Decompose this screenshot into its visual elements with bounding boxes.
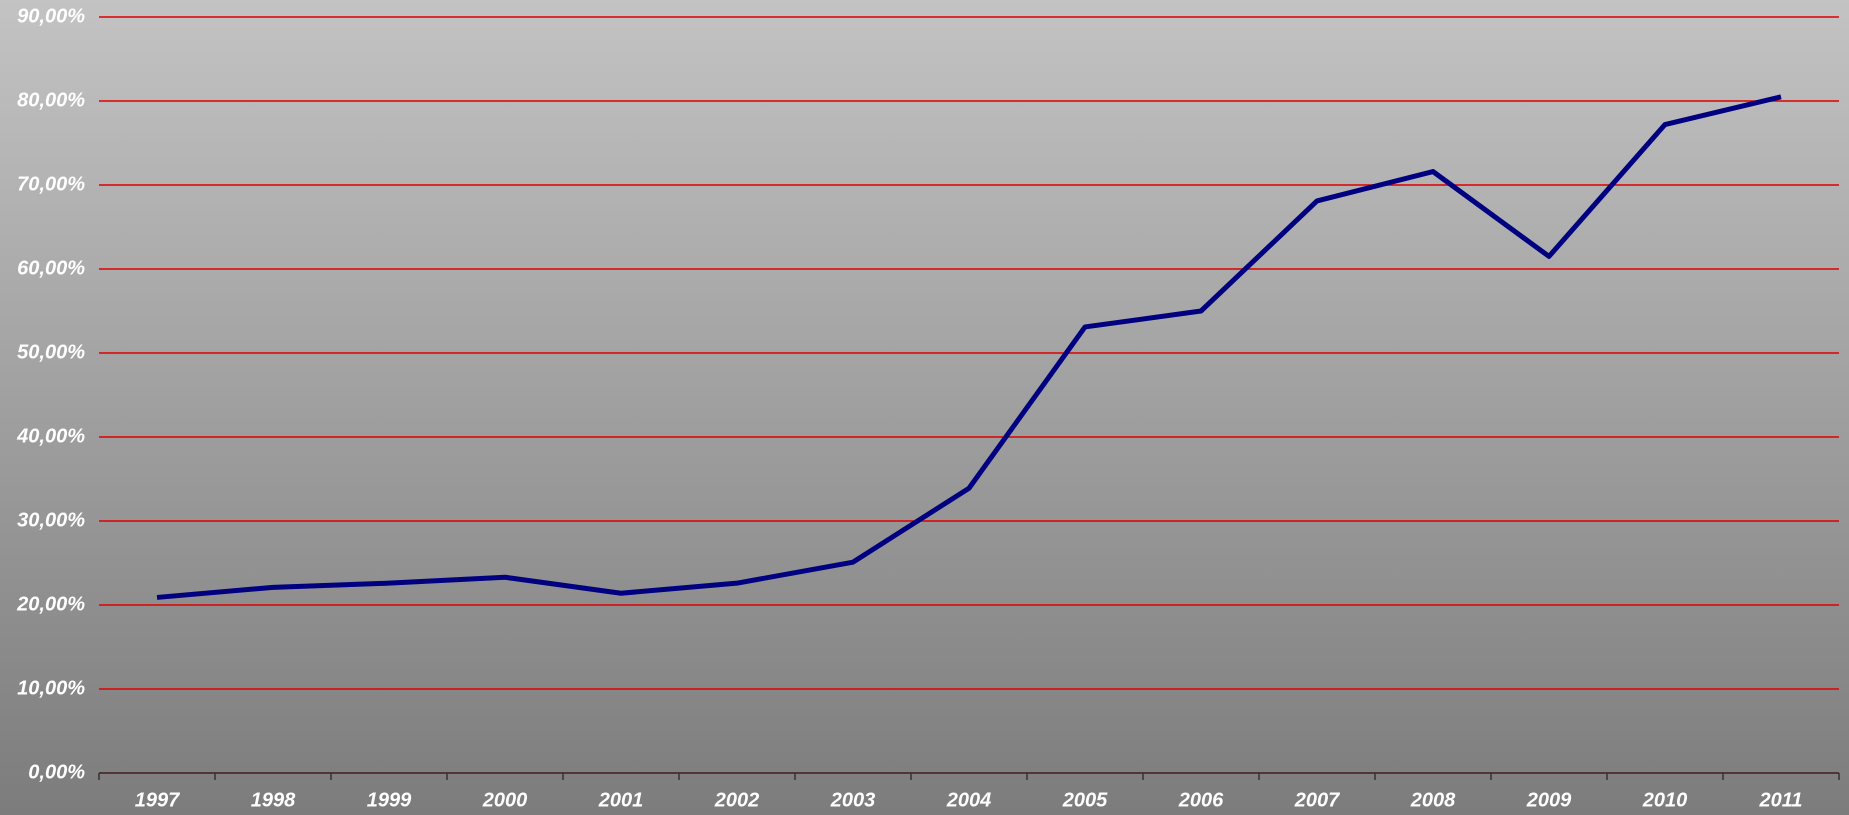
x-tick-label: 2008	[1410, 789, 1456, 811]
y-tick-label: 90,00%	[17, 5, 85, 27]
x-tick-label: 1997	[135, 789, 180, 811]
x-tick-label: 2005	[1062, 789, 1108, 811]
y-tick-label: 80,00%	[17, 89, 85, 111]
x-tick-label: 2010	[1642, 789, 1688, 811]
y-tick-label: 0,00%	[28, 761, 85, 783]
data-line	[156, 94, 1782, 600]
x-tick-label: 2002	[714, 789, 760, 811]
y-tick-label: 50,00%	[17, 341, 85, 363]
x-tick-label: 1998	[251, 789, 296, 811]
y-tick-label: 70,00%	[17, 173, 85, 195]
x-tick-label: 1999	[367, 789, 412, 811]
y-tick-label: 30,00%	[17, 509, 85, 531]
x-tick-label: 2000	[482, 789, 528, 811]
x-tick-label: 2006	[1178, 789, 1224, 811]
y-tick-label: 20,00%	[16, 593, 85, 615]
x-tick-label: 2011	[1758, 789, 1802, 811]
y-tick-label: 60,00%	[17, 257, 85, 279]
x-tick-label: 2007	[1294, 789, 1340, 811]
x-tick-label: 2009	[1526, 789, 1572, 811]
y-tick-label: 10,00%	[17, 677, 85, 699]
x-tick-label: 2001	[598, 789, 644, 811]
x-tick-label: 2004	[946, 789, 992, 811]
y-tick-label: 40,00%	[16, 425, 85, 447]
x-tick-label: 2003	[830, 789, 876, 811]
